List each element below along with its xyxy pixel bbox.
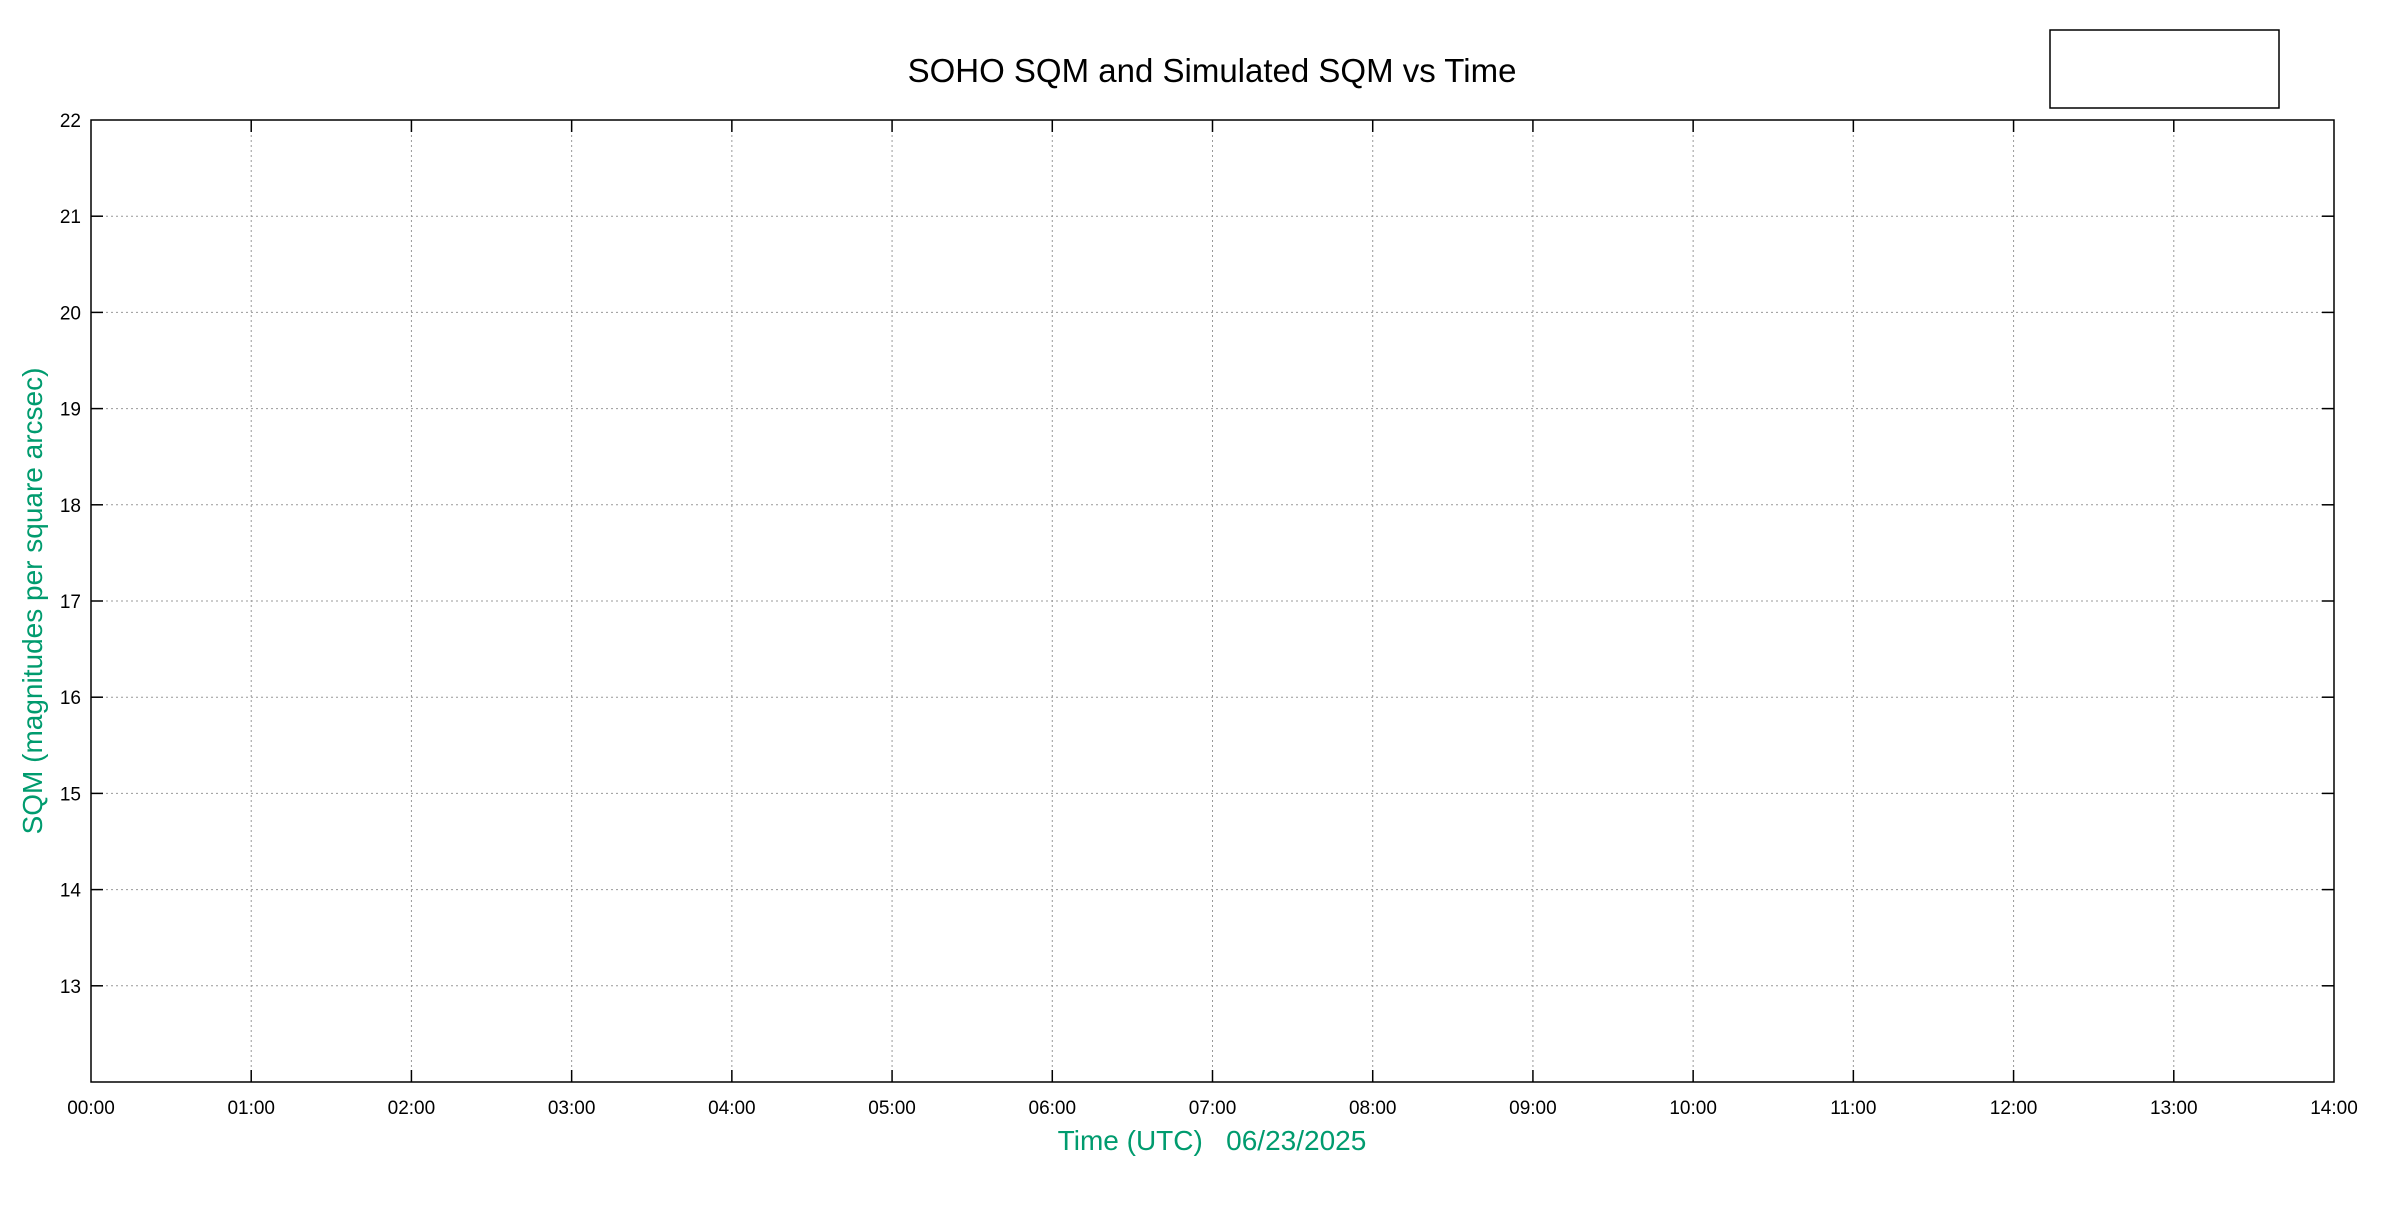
x-tick-label: 01:00 bbox=[227, 1098, 275, 1119]
x-axis-label: Time (UTC) 06/23/2025 bbox=[1058, 1125, 1367, 1156]
x-tick-label: 02:00 bbox=[388, 1098, 436, 1119]
y-tick-label: 22 bbox=[60, 111, 81, 132]
ticks: 00:00 01:00 02:00 03:00 04:00 05:00 06:00 07:00… bbox=[60, 111, 2358, 1119]
y-tick-label: 13 bbox=[60, 977, 81, 998]
y-tick-label: 20 bbox=[60, 303, 81, 324]
y-tick-label: 18 bbox=[60, 496, 81, 517]
chart-title: SOHO SQM and Simulated SQM vs Time bbox=[908, 52, 1517, 89]
y-tick-label: 15 bbox=[60, 784, 81, 805]
grid bbox=[91, 120, 2334, 1082]
x-tick-label: 04:00 bbox=[708, 1098, 756, 1119]
x-tick-label: 12:00 bbox=[1990, 1098, 2038, 1119]
x-tick-label: 14:00 bbox=[2310, 1098, 2358, 1119]
y-tick-label: 14 bbox=[60, 881, 82, 902]
x-tick-label: 09:00 bbox=[1509, 1098, 1557, 1119]
x-tick-label: 13:00 bbox=[2150, 1098, 2198, 1119]
y-tick-label: 19 bbox=[60, 400, 81, 421]
y-tick-label: 16 bbox=[60, 688, 81, 709]
y-axis-label: SQM (magnitudes per square arcsec) bbox=[17, 368, 48, 835]
y-tick-label: 21 bbox=[60, 207, 81, 228]
legend-box bbox=[2049, 29, 2280, 109]
x-tick-label: 03:00 bbox=[548, 1098, 596, 1119]
x-tick-label: 07:00 bbox=[1189, 1098, 1237, 1119]
x-tick-label: 00:00 bbox=[67, 1098, 115, 1119]
y-tick-label: 17 bbox=[60, 592, 81, 613]
x-tick-label: 11:00 bbox=[1830, 1098, 1876, 1119]
x-tick-label: 06:00 bbox=[1029, 1098, 1077, 1119]
x-tick-label: 05:00 bbox=[868, 1098, 916, 1119]
x-tick-label: 08:00 bbox=[1349, 1098, 1397, 1119]
x-tick-label: 10:00 bbox=[1669, 1098, 1717, 1119]
